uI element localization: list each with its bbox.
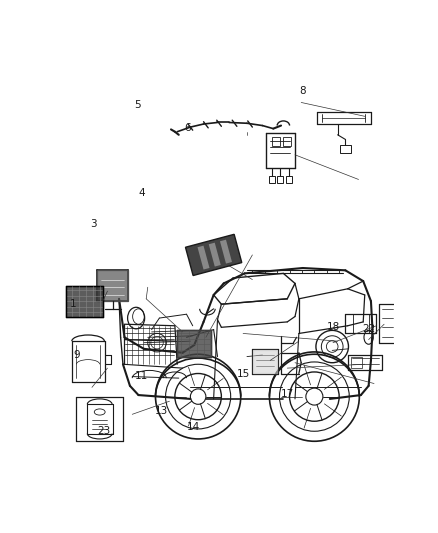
Polygon shape [209,243,221,266]
Text: 14: 14 [187,422,201,432]
Bar [286,175,292,183]
Text: 5: 5 [134,100,141,110]
Polygon shape [185,235,242,276]
Polygon shape [198,246,209,270]
Bar [272,137,279,147]
Text: 22: 22 [362,324,375,334]
Bar [277,175,283,183]
Bar [268,175,275,183]
Polygon shape [67,286,103,317]
Text: 8: 8 [299,86,306,95]
Text: 13: 13 [155,406,168,416]
Text: 11: 11 [134,371,148,381]
Polygon shape [97,270,128,301]
Text: 3: 3 [91,219,97,229]
Bar [340,145,351,152]
Bar [283,137,291,147]
Polygon shape [220,240,232,264]
Polygon shape [253,350,277,373]
Text: 9: 9 [74,350,80,360]
Text: 15: 15 [237,369,250,379]
Bar [351,357,362,368]
Text: 6: 6 [184,123,191,133]
Text: 4: 4 [138,188,145,198]
Text: 23: 23 [97,426,111,437]
Text: 18: 18 [326,321,340,332]
Polygon shape [177,329,211,357]
Text: 1: 1 [70,299,77,309]
Text: 17: 17 [281,389,294,399]
